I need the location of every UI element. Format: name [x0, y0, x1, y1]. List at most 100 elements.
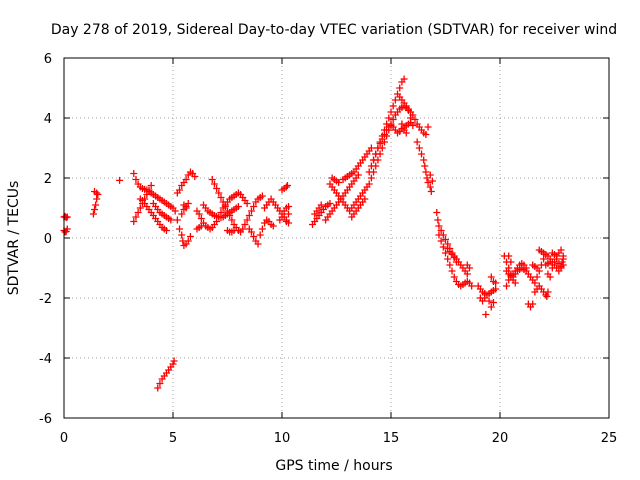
- data-point: [63, 213, 71, 221]
- data-point: [450, 254, 458, 261]
- data-point: [558, 258, 566, 266]
- data-point: [221, 203, 229, 210]
- data-point: [442, 236, 449, 243]
- data-point: [427, 188, 435, 195]
- data-point: [367, 174, 375, 182]
- data-point: [402, 129, 410, 137]
- data-point: [424, 179, 432, 186]
- data-point: [387, 108, 395, 116]
- data-point: [136, 204, 144, 212]
- data-point: [258, 192, 266, 200]
- data-point: [210, 180, 218, 188]
- plot-border: [63, 57, 610, 419]
- y-tick-label: -4: [39, 352, 52, 367]
- data-point: [269, 222, 277, 230]
- data-point: [245, 212, 253, 219]
- data-point: [465, 264, 473, 272]
- data-point: [285, 203, 293, 210]
- data-point: [450, 273, 458, 281]
- data-point: [93, 189, 101, 197]
- data-point: [421, 162, 429, 170]
- data-point: [145, 186, 153, 194]
- data-point: [92, 201, 100, 209]
- data-point: [446, 261, 454, 269]
- data-point: [182, 204, 190, 212]
- data-point: [422, 131, 430, 138]
- data-point: [169, 360, 177, 368]
- data-point: [489, 299, 497, 306]
- data-point: [219, 198, 227, 206]
- data-point: [224, 207, 231, 215]
- data-point: [326, 200, 334, 207]
- data-point: [93, 195, 101, 203]
- data-point: [468, 282, 476, 290]
- data-point: [317, 201, 325, 209]
- data-point: [247, 228, 255, 236]
- data-point: [378, 135, 386, 143]
- data-point: [452, 258, 460, 266]
- data-point: [507, 258, 515, 266]
- data-point: [448, 267, 456, 275]
- data-point: [546, 273, 554, 281]
- data-point: [415, 144, 423, 152]
- data-point: [63, 225, 71, 233]
- data-point: [374, 144, 382, 152]
- data-point: [239, 225, 247, 233]
- data-point: [372, 150, 380, 158]
- data-point: [391, 96, 399, 104]
- data-point: [437, 237, 445, 245]
- data-point: [426, 171, 434, 179]
- data-point: [116, 176, 124, 184]
- data-point: [540, 255, 548, 263]
- data-point: [171, 207, 179, 215]
- data-point: [256, 231, 264, 239]
- data-point: [228, 216, 236, 224]
- data-point: [533, 264, 541, 272]
- data-point: [422, 168, 430, 176]
- data-point: [132, 176, 140, 183]
- data-point: [437, 227, 445, 234]
- data-point: [130, 218, 138, 225]
- data-point: [389, 116, 397, 123]
- data-point: [134, 209, 142, 216]
- data-point: [354, 171, 362, 179]
- data-point: [162, 227, 170, 234]
- data-point: [154, 384, 162, 392]
- data-point: [442, 249, 449, 257]
- data-point: [426, 183, 434, 191]
- data-point: [481, 294, 489, 302]
- data-point: [409, 122, 417, 129]
- data-point: [197, 222, 205, 230]
- data-point: [243, 200, 251, 207]
- data-point: [435, 222, 443, 230]
- data-point: [89, 210, 97, 218]
- data-point: [531, 279, 539, 287]
- data-point: [217, 194, 225, 201]
- data-point: [282, 183, 290, 191]
- data-point: [370, 168, 378, 176]
- data-point: [191, 173, 199, 180]
- data-point: [529, 300, 537, 308]
- data-point: [176, 186, 184, 194]
- data-point: [282, 218, 290, 225]
- chart-title: Day 278 of 2019, Sidereal Day-to-day VTE…: [51, 22, 617, 38]
- data-point: [184, 200, 192, 207]
- y-tick-label: 4: [44, 112, 52, 127]
- x-tick-label: 25: [601, 431, 618, 446]
- data-point: [197, 215, 205, 222]
- data-point: [250, 203, 258, 210]
- data-point: [241, 221, 249, 228]
- data-point: [367, 144, 375, 152]
- data-point: [404, 107, 412, 114]
- data-point: [385, 114, 393, 122]
- data-point: [173, 216, 181, 224]
- data-point: [503, 282, 511, 290]
- data-point: [176, 225, 184, 233]
- x-tick-label: 5: [169, 431, 177, 446]
- data-point: [376, 140, 384, 147]
- data-point: [213, 185, 221, 192]
- data-point: [215, 189, 223, 197]
- data-point: [433, 209, 441, 216]
- data-point: [557, 246, 565, 254]
